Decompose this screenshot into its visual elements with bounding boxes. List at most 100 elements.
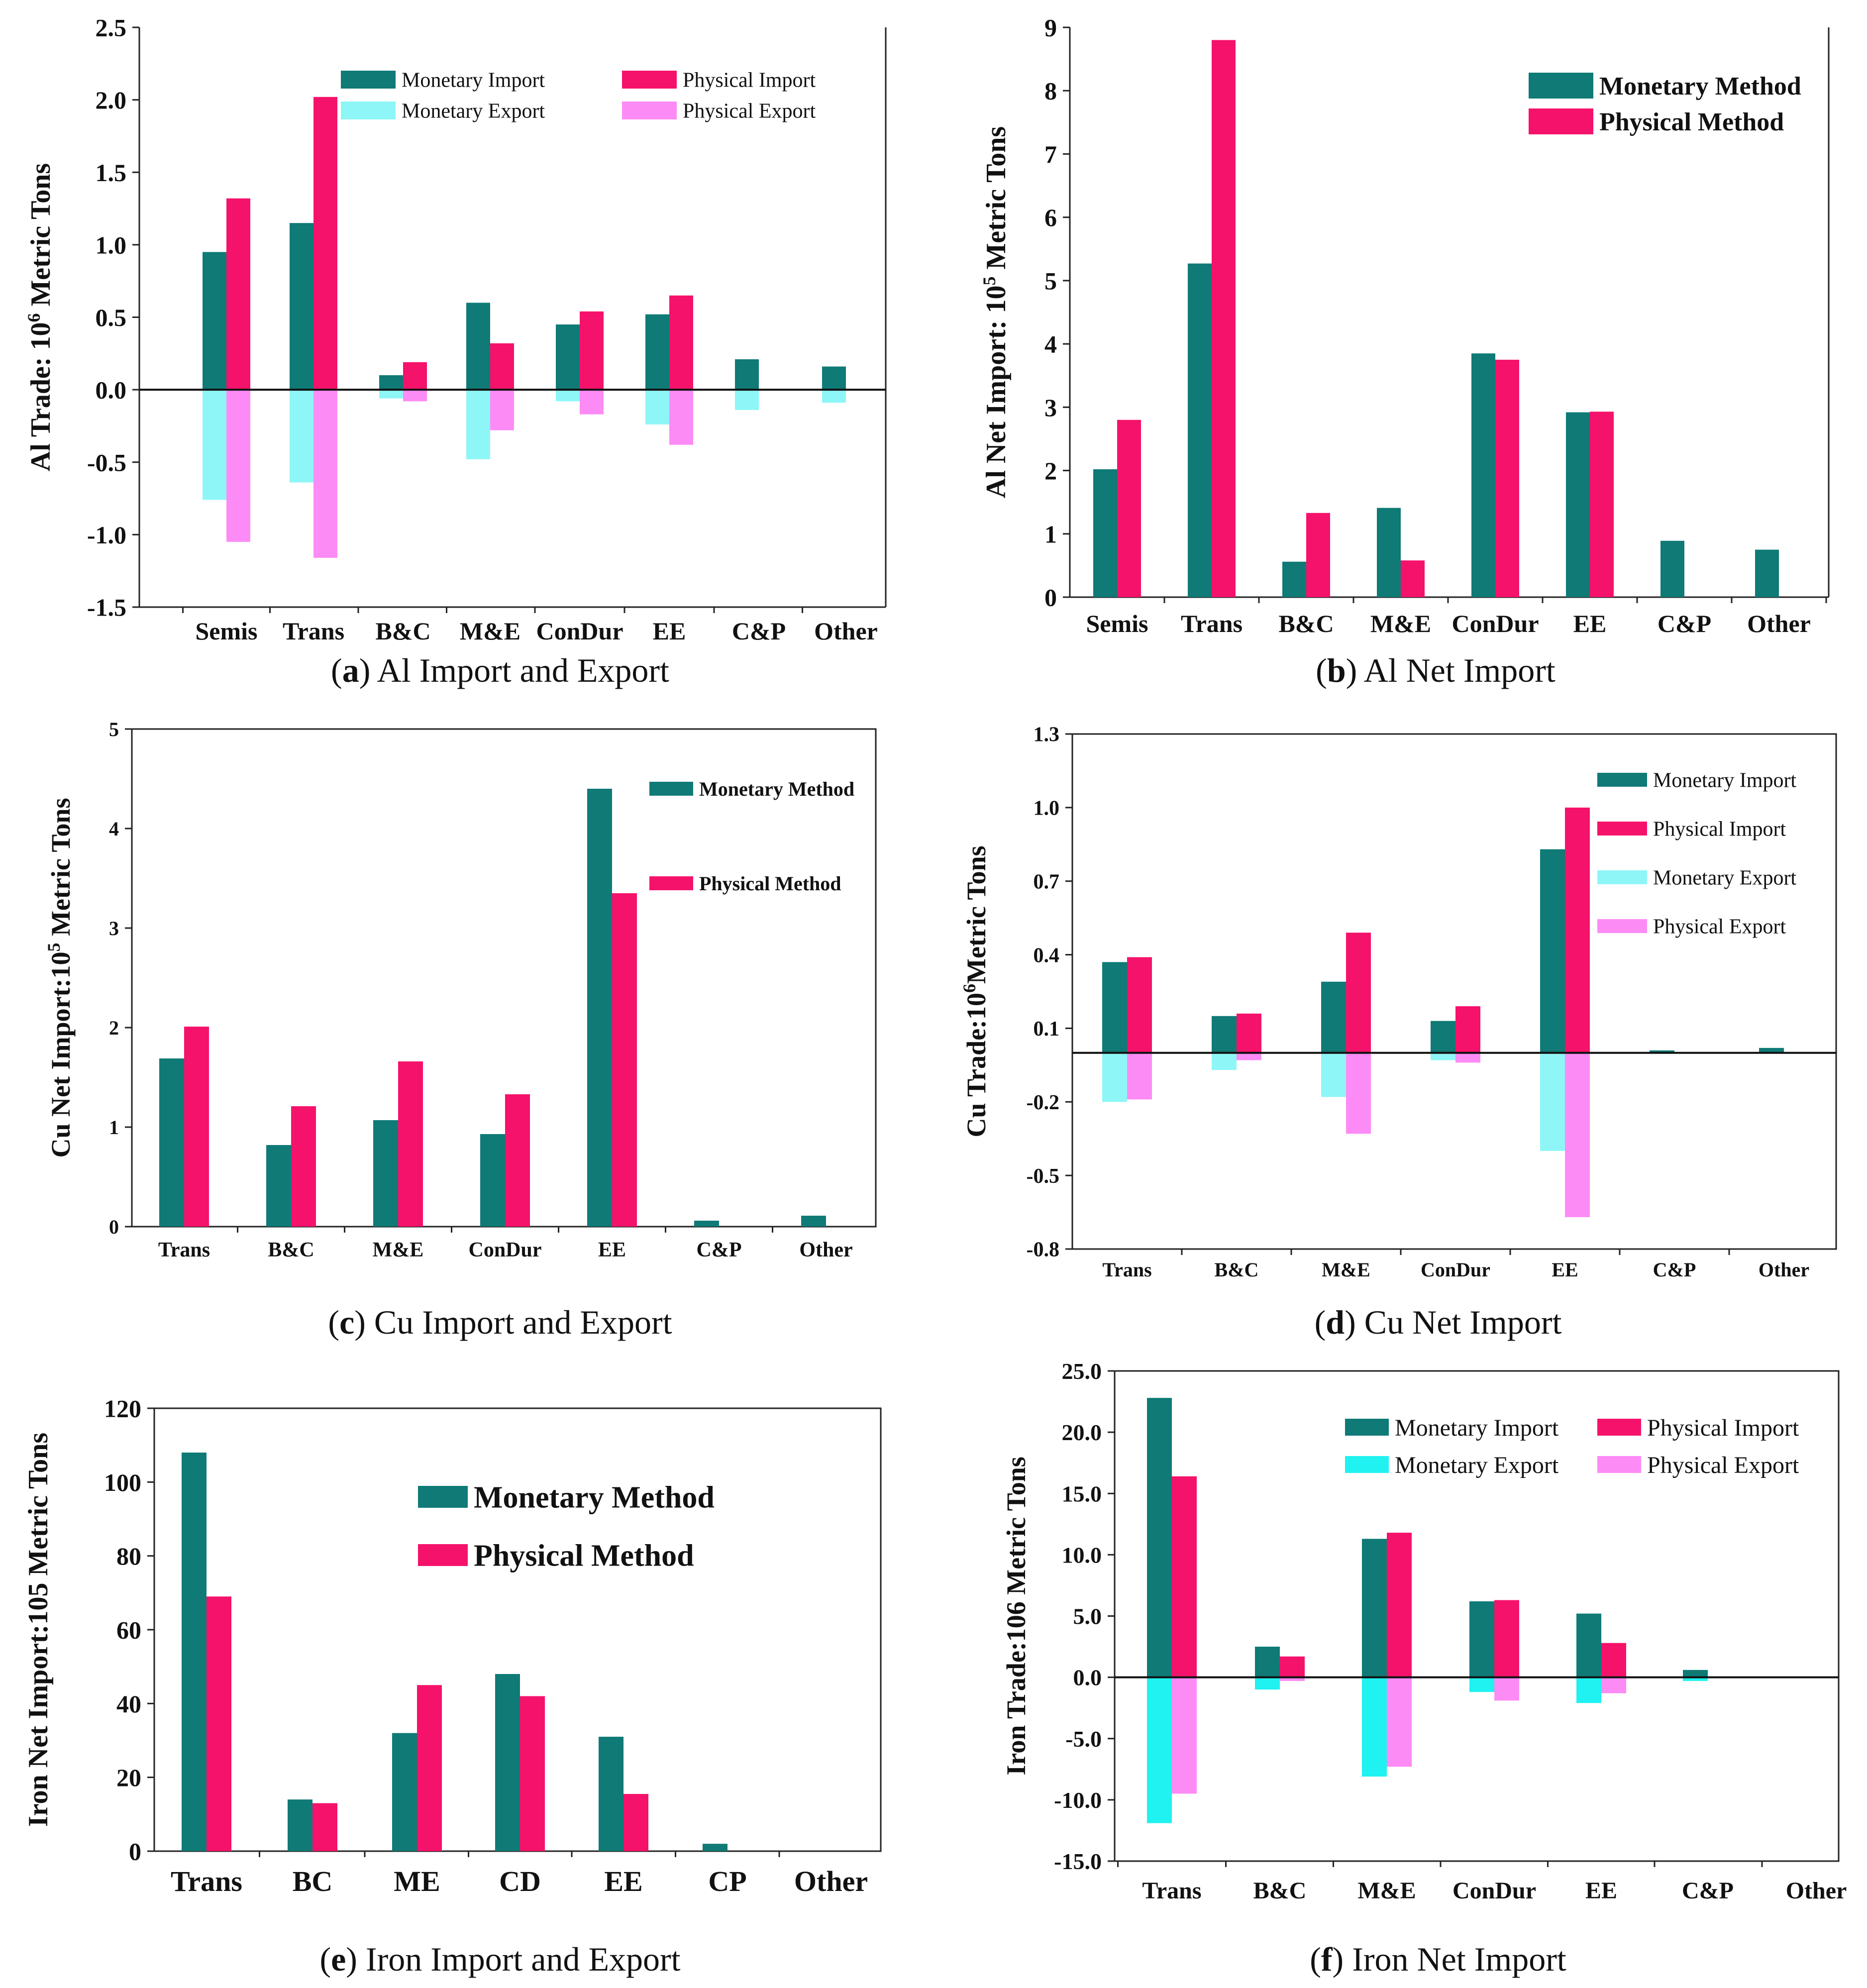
- legend-label: Physical Export: [1653, 916, 1786, 939]
- legend-swatch: [622, 102, 677, 119]
- x-tick-label: B&C: [268, 1239, 314, 1261]
- bar-monetary-method: [1660, 540, 1684, 597]
- bar-monetary-method: [1471, 353, 1495, 597]
- legend-label: Monetary Import: [1395, 1415, 1559, 1441]
- legend-label: Monetary Method: [474, 1481, 715, 1515]
- bar-physical-import: [1494, 1600, 1519, 1677]
- bar-monetary-import: [1321, 981, 1346, 1053]
- bar-monetary-import: [1147, 1398, 1172, 1677]
- bar-physical-export: [1601, 1677, 1626, 1693]
- y-axis-label: Cu Trade:106Metric Tons: [959, 845, 991, 1137]
- legend-label: Physical Method: [474, 1539, 694, 1573]
- bar-physical-export: [580, 390, 604, 415]
- y-tick-label: -0.5: [87, 448, 126, 476]
- bar-monetary-export: [1576, 1677, 1601, 1703]
- bar-monetary-method: [801, 1216, 826, 1227]
- legend-label: Physical Method: [699, 872, 841, 895]
- y-tick-label: -0.5: [1027, 1165, 1060, 1188]
- x-tick-label: Other: [794, 1865, 868, 1897]
- bar-physical-method: [1212, 40, 1236, 597]
- bar-monetary-method: [392, 1733, 417, 1851]
- bar-physical-method: [1117, 419, 1141, 597]
- y-tick-label: 1: [1044, 520, 1057, 548]
- y-tick-label: 100: [104, 1468, 141, 1496]
- x-tick-label: B&C: [375, 617, 430, 645]
- bar-physical-method: [1401, 560, 1425, 597]
- bar-monetary-import: [1759, 1047, 1784, 1053]
- y-tick-label: 0.5: [96, 304, 127, 331]
- y-tick-label: 0: [109, 1216, 119, 1238]
- x-tick-label: Other: [1759, 1258, 1809, 1281]
- legend-swatch: [1529, 73, 1593, 99]
- bar-physical-export: [226, 390, 250, 542]
- bar-physical-import: [1601, 1643, 1626, 1677]
- bar-monetary-export: [1102, 1052, 1127, 1102]
- y-tick-label: 1.0: [1034, 797, 1060, 820]
- legend-label: Monetary Method: [699, 778, 854, 800]
- y-tick-label: 0.0: [1073, 1665, 1102, 1690]
- bar-physical-export: [1455, 1052, 1480, 1063]
- legend-label: Monetary Export: [402, 100, 545, 123]
- chart-panel-b: 9 8 7 6 5 4 3 2 1 0 Semis Trans B&C M&E ConDur EE C&P Oth…: [979, 14, 1830, 689]
- x-tick-label: C&P: [732, 617, 786, 645]
- bar-physical-export: [1280, 1677, 1305, 1681]
- x-tick-label: CP: [708, 1865, 746, 1897]
- bar-physical-import: [669, 295, 693, 390]
- bar-physical-import: [1172, 1476, 1197, 1677]
- bar-monetary-export: [1255, 1677, 1280, 1690]
- y-tick-label: 5: [1044, 267, 1057, 295]
- bar-monetary-method: [703, 1844, 727, 1851]
- bar-physical-import: [1387, 1533, 1412, 1677]
- legend-swatch: [418, 1486, 468, 1508]
- legend-swatch: [1345, 1456, 1389, 1473]
- y-tick-label: 2: [109, 1017, 119, 1039]
- y-tick-label: 9: [1044, 14, 1057, 42]
- bar-monetary-method: [1093, 469, 1117, 597]
- panel-caption: (d) Cu Net Import: [1315, 1303, 1562, 1341]
- x-tick-label: ConDur: [468, 1239, 541, 1261]
- y-tick-label: -0.8: [1027, 1239, 1060, 1261]
- x-tick-label: Trans: [283, 617, 344, 645]
- x-tick-label: Trans: [1181, 610, 1243, 637]
- bar-monetary-export: [1540, 1052, 1565, 1151]
- x-tick-label: BC: [293, 1865, 333, 1897]
- panel-caption: (c) Cu Import and Export: [328, 1303, 672, 1341]
- x-tick-label: Trans: [1142, 1878, 1201, 1904]
- x-tick-label: B&C: [1278, 610, 1334, 637]
- bar-monetary-export: [466, 390, 490, 459]
- y-tick-label: -1.5: [87, 594, 126, 622]
- x-tick-label: B&C: [1253, 1878, 1307, 1904]
- legend-label: Physical Export: [1647, 1452, 1799, 1478]
- y-tick-label: 0.1: [1034, 1018, 1060, 1041]
- bar-physical-import: [1237, 1013, 1261, 1053]
- bar-monetary-import: [203, 252, 226, 390]
- x-tick-label: Other: [814, 617, 878, 645]
- legend-swatch: [1597, 773, 1647, 787]
- bar-monetary-export: [1431, 1052, 1455, 1060]
- bar-physical-export: [1127, 1052, 1152, 1100]
- y-axis-label: Cu Net Import:105 Metric Tons: [44, 798, 76, 1158]
- y-tick-label: 1: [109, 1116, 119, 1139]
- bar-monetary-import: [1540, 849, 1565, 1053]
- bar-physical-export: [1494, 1677, 1519, 1701]
- legend-label: Monetary Export: [1395, 1452, 1559, 1478]
- bar-monetary-import: [735, 359, 759, 390]
- legend-swatch: [1345, 1419, 1389, 1436]
- y-tick-label: -0.2: [1027, 1091, 1060, 1114]
- legend-swatch: [1597, 870, 1647, 884]
- bar-monetary-method: [1566, 412, 1590, 597]
- bar-physical-method: [1590, 412, 1614, 597]
- bar-monetary-import: [1431, 1021, 1455, 1053]
- y-tick-label: 6: [1044, 204, 1057, 231]
- y-tick-label: -10.0: [1054, 1787, 1102, 1813]
- y-tick-label: 2.0: [96, 86, 127, 114]
- bar-physical-method: [312, 1803, 337, 1851]
- bar-monetary-export: [822, 390, 846, 403]
- bar-physical-import: [1280, 1656, 1305, 1677]
- y-tick-label: 7: [1044, 140, 1057, 168]
- x-tick-label: M&E: [1370, 610, 1431, 637]
- bar-monetary-import: [466, 303, 490, 390]
- legend-label: Physical Import: [683, 69, 816, 92]
- bar-physical-import: [1565, 807, 1590, 1053]
